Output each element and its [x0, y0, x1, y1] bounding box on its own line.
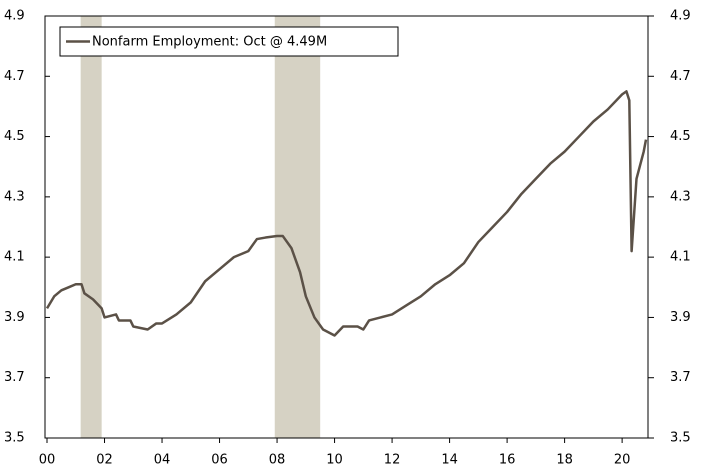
y-tick-label: 4.7 [4, 69, 25, 84]
y2-tick-label: 3.7 [670, 370, 691, 385]
recession-band [80, 16, 102, 438]
y2-tick-label: 3.9 [670, 310, 691, 325]
y-tick-label: 3.7 [4, 370, 25, 385]
x-tick-label: 00 [39, 453, 56, 468]
legend-box [59, 26, 399, 57]
x-tick-label: 02 [96, 453, 113, 468]
y2-tick-label: 4.9 [670, 9, 691, 24]
x-tick-label: 20 [614, 453, 631, 468]
x-tick-label: 06 [211, 453, 228, 468]
y-tick-label: 4.5 [4, 129, 25, 144]
y-tick-label: 4.1 [4, 250, 25, 265]
y-tick-label: 3.5 [4, 431, 25, 446]
y2-tick-label: 3.5 [670, 431, 691, 446]
y2-tick-label: 4.7 [670, 69, 691, 84]
x-tick-label: 04 [154, 453, 171, 468]
y-tick-label: 3.9 [4, 310, 25, 325]
recession-band [274, 16, 321, 438]
y-tick-label: 4.3 [4, 189, 25, 204]
plot-frame [44, 15, 649, 439]
x-tick-label: 08 [269, 453, 286, 468]
y-tick-label: 4.9 [4, 9, 25, 24]
y2-tick-label: 4.3 [670, 189, 691, 204]
y2-tick-label: 4.5 [670, 129, 691, 144]
y2-tick-label: 4.1 [670, 250, 691, 265]
x-tick-label: 18 [556, 453, 573, 468]
legend-text: Nonfarm Employment: Oct @ 4.49M [92, 35, 327, 50]
x-tick-label: 10 [326, 453, 343, 468]
x-tick-label: 14 [441, 453, 458, 468]
x-tick-label: 12 [384, 453, 401, 468]
series-line [45, 90, 648, 337]
x-tick-label: 16 [499, 453, 516, 468]
